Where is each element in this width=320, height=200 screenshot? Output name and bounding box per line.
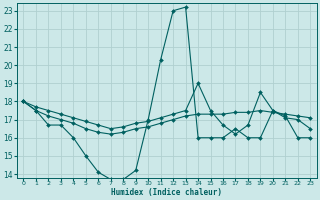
X-axis label: Humidex (Indice chaleur): Humidex (Indice chaleur) — [111, 188, 222, 197]
